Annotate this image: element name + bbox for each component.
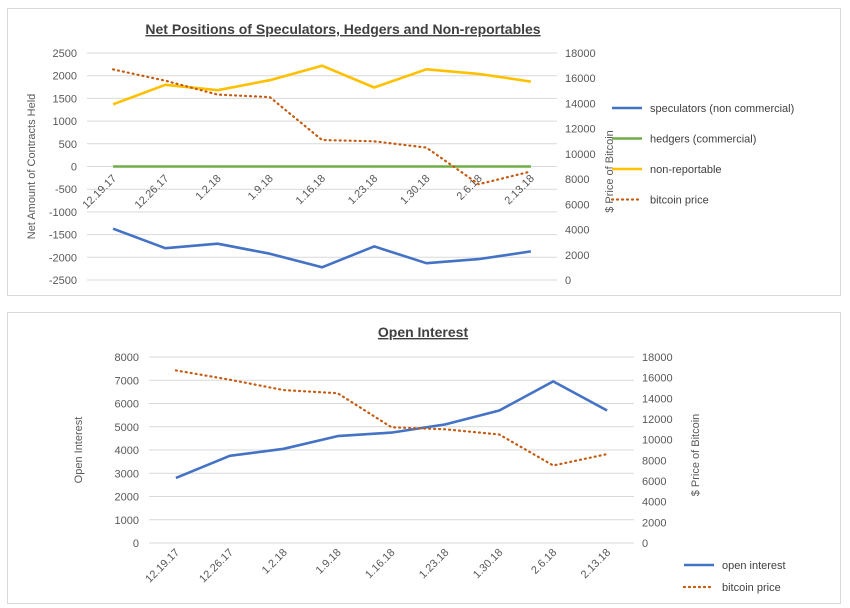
x-axis-tick-label: 1.9.18 — [314, 547, 344, 577]
left-axis-tick-label: 5000 — [115, 422, 139, 434]
left-axis-tick-label: 6000 — [115, 399, 139, 411]
left-axis-tick-label: 2500 — [53, 48, 77, 60]
left-axis-tick-label: -500 — [55, 184, 77, 196]
right-axis-tick-label: 2000 — [565, 250, 589, 262]
series-line-bitcoin-price — [111, 68, 533, 186]
legend-label-hedgers-commercial: hedgers (commercial) — [650, 134, 756, 146]
net-positions-chart-panel: Net Positions of Speculators, Hedgers an… — [7, 8, 841, 296]
left-axis-tick-label: 0 — [133, 538, 139, 550]
right-axis-tick-label: 14000 — [565, 98, 596, 110]
legend-label-non-reportable: non-reportable — [650, 164, 722, 176]
series-line-non-reportable — [112, 64, 532, 106]
left-axis-tick-label: 2000 — [115, 492, 139, 504]
left-axis-tick-label: 1000 — [53, 116, 77, 128]
left-axis-tick-label: 1500 — [53, 93, 77, 105]
chart-title: Net Positions of Speculators, Hedgers an… — [145, 21, 540, 37]
series-line-speculators-non-commercial — [112, 227, 532, 269]
x-axis-tick-label: 1.2.18 — [260, 547, 290, 577]
x-axis-tick-label: 1.30.18 — [471, 547, 505, 581]
right-axis-tick-label: 4000 — [565, 225, 589, 237]
right-axis-tick-label: 14000 — [642, 393, 673, 405]
left-axis-tick-label: 7000 — [115, 375, 139, 387]
x-axis-tick-label: 1.30.18 — [398, 173, 432, 207]
right-axis-tick-label: 10000 — [565, 149, 596, 161]
x-axis-tick-label: 1.2.18 — [194, 173, 224, 203]
x-axis-tick-label: 1.23.18 — [417, 547, 451, 581]
net-positions-chart: Net Positions of Speculators, Hedgers an… — [26, 21, 794, 287]
right-axis-tick-label: 0 — [565, 275, 571, 287]
x-axis-tick-label: 12.26.17 — [133, 173, 172, 212]
right-axis-tick-label: 18000 — [642, 352, 673, 364]
left-axis-tick-label: 8000 — [115, 352, 139, 364]
right-axis-tick-label: 2000 — [642, 517, 666, 529]
right-axis-tick-label: 8000 — [565, 174, 589, 186]
right-axis-tick-label: 18000 — [565, 48, 596, 60]
left-axis-title: Open Interest — [73, 417, 85, 484]
series-line-open-interest — [175, 380, 608, 480]
left-axis-tick-label: -2000 — [49, 252, 77, 264]
right-axis-tick-label: 10000 — [642, 435, 673, 447]
x-axis-tick-label: 1.9.18 — [246, 173, 276, 203]
left-axis-tick-label: 0 — [71, 162, 77, 174]
left-axis-tick-label: -2500 — [49, 275, 77, 287]
right-axis-tick-label: 16000 — [565, 73, 596, 85]
x-axis-tick-label: 2.6.18 — [529, 547, 559, 577]
x-axis-tick-label: 12.26.17 — [197, 547, 236, 586]
legend-label-bitcoin-price: bitcoin price — [650, 195, 709, 207]
legend-label-open-interest: open interest — [722, 560, 786, 572]
left-axis-tick-label: 2000 — [53, 71, 77, 83]
right-axis-tick-label: 8000 — [642, 455, 666, 467]
open-interest-chart-panel: Open Interest 8000 7000 6000 5000 4000 3000 200… — [7, 312, 841, 604]
x-axis-tick-label: 1.16.18 — [363, 547, 397, 581]
x-axis-tick-label: 2.13.18 — [579, 547, 613, 581]
right-axis-tick-label: 12000 — [565, 124, 596, 136]
legend-label-speculators-non-commercial: speculators (non commercial) — [650, 103, 794, 115]
right-axis-tick-label: 6000 — [565, 199, 589, 211]
x-axis-tick-label: 1.23.18 — [346, 173, 380, 207]
x-axis-tick-label: 12.19.17 — [80, 173, 119, 212]
left-axis-tick-label: 4000 — [115, 445, 139, 457]
left-axis-title: Net Amount of Contracts Held — [26, 94, 38, 240]
left-axis-tick-label: -1000 — [49, 207, 77, 219]
right-axis-title: $ Price of Bitcoin — [604, 130, 616, 213]
left-axis-tick-label: -1500 — [49, 230, 77, 242]
right-axis-tick-label: 12000 — [642, 414, 673, 426]
right-axis-tick-label: 0 — [642, 538, 648, 550]
right-axis-title: $ Price of Bitcoin — [690, 414, 702, 497]
x-axis-tick-label: 1.16.18 — [294, 173, 328, 207]
x-axis-tick-label: 12.19.17 — [143, 547, 182, 586]
open-interest-chart: Open Interest 8000 7000 6000 5000 4000 3000 200… — [73, 324, 786, 594]
right-axis-tick-label: 6000 — [642, 476, 666, 488]
left-axis-tick-label: 500 — [59, 139, 77, 151]
left-axis-tick-label: 3000 — [115, 468, 139, 480]
right-axis-tick-label: 4000 — [642, 497, 666, 509]
legend-label-bitcoin-price: bitcoin price — [722, 582, 781, 594]
series-line-bitcoin-price — [174, 369, 609, 467]
right-axis-tick-label: 16000 — [642, 373, 673, 385]
chart-title: Open Interest — [378, 324, 469, 340]
left-axis-tick-label: 1000 — [115, 515, 139, 527]
